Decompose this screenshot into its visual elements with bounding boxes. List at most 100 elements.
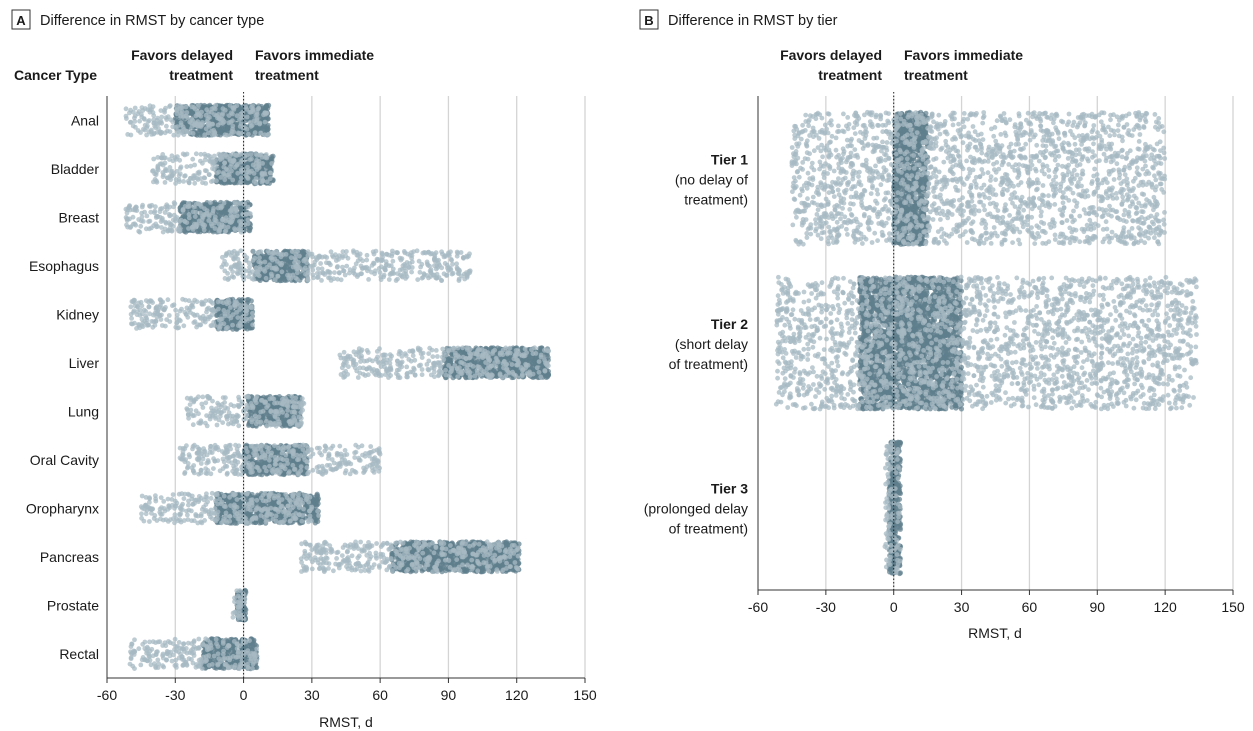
data-point — [378, 270, 383, 275]
data-point — [194, 121, 199, 126]
data-point — [459, 250, 464, 255]
data-point — [163, 155, 168, 160]
data-point — [197, 170, 202, 175]
data-point — [159, 155, 164, 160]
data-point — [351, 248, 356, 253]
data-point — [158, 297, 163, 302]
x-tick-label: 30 — [304, 687, 320, 703]
data-point — [234, 103, 239, 108]
data-point — [147, 204, 152, 209]
data-point — [370, 263, 375, 268]
data-point — [381, 275, 386, 280]
data-point — [195, 112, 200, 117]
data-point — [523, 362, 528, 367]
data-point — [383, 372, 388, 377]
data-point — [405, 260, 410, 265]
data-point — [231, 158, 236, 163]
data-point — [132, 116, 137, 121]
data-point — [449, 268, 454, 273]
data-point — [219, 317, 224, 322]
data-point — [375, 355, 380, 360]
data-point — [130, 322, 135, 327]
dot-group-esophagus — [219, 248, 472, 283]
data-point — [269, 256, 274, 261]
data-point — [372, 371, 377, 376]
data-point — [250, 322, 255, 327]
dot-group-kidney — [128, 297, 255, 332]
data-point — [544, 348, 549, 353]
data-point — [206, 306, 211, 311]
data-point — [213, 107, 218, 112]
data-point — [256, 250, 261, 255]
data-point — [235, 251, 240, 256]
data-point — [316, 254, 321, 259]
data-point — [221, 217, 226, 222]
data-point — [448, 249, 453, 254]
data-point — [246, 305, 251, 310]
data-point — [211, 128, 216, 133]
data-point — [213, 163, 218, 168]
data-point — [226, 218, 231, 223]
data-point — [133, 206, 138, 211]
data-point — [160, 323, 165, 328]
data-point — [128, 304, 133, 309]
data-point — [395, 250, 400, 255]
data-point — [206, 131, 211, 136]
data-point — [139, 300, 144, 305]
data-point — [545, 374, 550, 379]
data-point — [234, 153, 239, 158]
data-point — [388, 272, 393, 277]
data-point — [366, 350, 371, 355]
data-point — [188, 164, 193, 169]
data-point — [215, 171, 220, 176]
data-point — [324, 255, 329, 260]
data-point — [154, 172, 159, 177]
data-point — [412, 358, 417, 363]
data-point — [357, 371, 362, 376]
data-point — [446, 349, 451, 354]
data-point — [295, 277, 300, 282]
dot-group-breast — [124, 200, 253, 235]
data-point — [346, 364, 351, 369]
data-point — [538, 375, 543, 380]
data-point — [409, 270, 414, 275]
data-point — [166, 297, 171, 302]
data-point — [485, 355, 490, 360]
data-point — [501, 365, 506, 370]
data-point — [233, 304, 238, 309]
data-point — [238, 180, 243, 185]
data-point — [137, 230, 142, 235]
data-point — [143, 123, 148, 128]
data-point — [364, 258, 369, 263]
data-point — [411, 353, 416, 358]
data-point — [173, 308, 178, 313]
data-point — [370, 359, 375, 364]
data-point — [140, 105, 145, 110]
data-point — [513, 373, 518, 378]
data-point — [262, 132, 267, 137]
data-point — [190, 301, 195, 306]
data-point — [400, 256, 405, 261]
data-point — [234, 163, 239, 168]
data-point — [410, 260, 415, 265]
data-point — [237, 227, 242, 232]
data-point — [453, 356, 458, 361]
data-point — [154, 179, 159, 184]
data-point — [415, 248, 420, 253]
data-point — [176, 227, 181, 232]
data-point — [254, 121, 259, 126]
data-point — [133, 125, 138, 130]
data-point — [340, 254, 345, 259]
data-point — [428, 252, 433, 257]
data-point — [523, 347, 528, 352]
data-point — [171, 133, 176, 138]
data-point — [233, 255, 238, 260]
data-point — [201, 215, 206, 220]
data-point — [171, 204, 176, 209]
data-point — [399, 361, 404, 366]
data-point — [360, 266, 365, 271]
data-point — [161, 163, 166, 168]
data-point — [285, 413, 290, 418]
data-point — [494, 356, 499, 361]
data-point — [403, 269, 408, 274]
